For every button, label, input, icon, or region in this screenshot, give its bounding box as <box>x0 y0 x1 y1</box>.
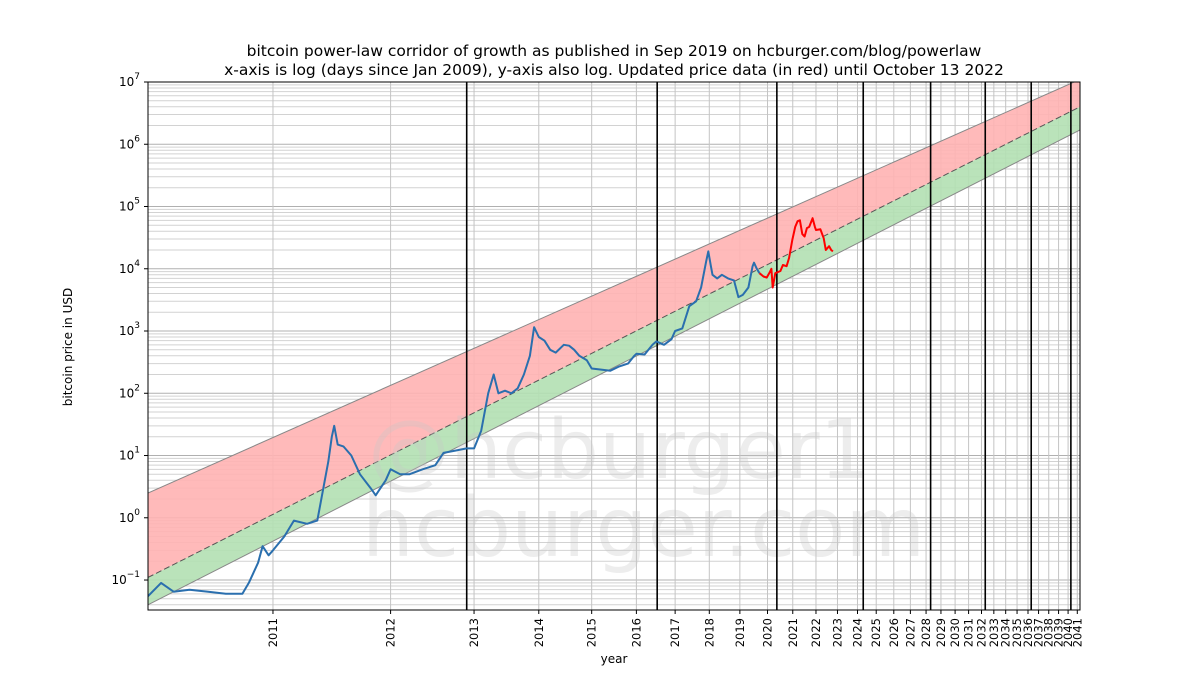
x-tick-label: 2039 <box>1052 618 1066 647</box>
x-tick-label: 2018 <box>702 618 716 647</box>
x-tick-label: 2017 <box>668 618 682 647</box>
y-tick-label: 101 <box>119 446 140 463</box>
corridor-bands <box>148 82 1080 606</box>
x-tick-label: 2011 <box>266 618 280 647</box>
x-tick-label: 2013 <box>467 618 481 647</box>
x-tick-label: 2015 <box>585 618 599 647</box>
y-tick-label: 103 <box>119 321 140 338</box>
x-tick-label: 2027 <box>903 618 917 647</box>
plot-frame <box>147 81 1081 611</box>
x-tick-label: 2034 <box>999 618 1013 647</box>
x-tick-label: 2021 <box>786 618 800 647</box>
x-tick-label: 2040 <box>1061 618 1075 647</box>
y-tick-label: 10−1 <box>111 570 140 587</box>
x-tick-label: 2016 <box>629 618 643 647</box>
watermark-line-2: hcburger.com <box>362 481 925 576</box>
x-tick-label: 2033 <box>987 618 1001 647</box>
x-tick-label: 2012 <box>384 618 398 647</box>
lower-corridor-band <box>148 106 1080 605</box>
upper-corridor-line <box>148 82 1076 494</box>
price-series <box>148 217 834 597</box>
x-axis-label: year <box>600 652 628 666</box>
x-tick-label: 2036 <box>1021 618 1035 647</box>
x-tick-label: 2022 <box>809 618 823 647</box>
x-tick-label: 2025 <box>869 618 883 647</box>
x-tick-label: 2014 <box>532 618 546 647</box>
x-tick-label: 2023 <box>830 618 844 647</box>
x-tick-label: 2031 <box>962 618 976 647</box>
lower-corridor-line <box>148 129 1080 606</box>
x-tick-label: 2028 <box>919 618 933 647</box>
y-tick-label: 106 <box>119 134 140 151</box>
chart-subtitle: x-axis is log (days since Jan 2009), y-a… <box>224 61 1004 79</box>
x-tick-label: 2032 <box>974 618 988 647</box>
x-tick-label: 2041 <box>1070 618 1084 647</box>
x-tick-label: 2020 <box>761 618 775 647</box>
x-tick-label: 2037 <box>1032 618 1046 647</box>
chart-title: bitcoin power-law corridor of growth as … <box>246 42 982 60</box>
watermark: @hcburger1 hcburger.com <box>362 403 925 576</box>
price-line <box>758 217 834 289</box>
y-axis-label: bitcoin price in USD <box>61 287 75 407</box>
x-tick-label: 2038 <box>1042 618 1056 647</box>
y-tick-label: 102 <box>119 383 140 400</box>
upper-corridor-band <box>148 82 1080 578</box>
x-tick-label: 2024 <box>850 618 864 647</box>
center-corridor-line <box>148 106 1080 578</box>
y-tick-label: 104 <box>119 259 140 276</box>
y-tick-label: 105 <box>119 197 140 214</box>
x-tick-label: 2026 <box>887 618 901 647</box>
x-tick-label: 2030 <box>948 618 962 647</box>
y-tick-label: 100 <box>119 508 140 525</box>
vertical-markers <box>465 82 1072 610</box>
x-tick-label: 2029 <box>934 618 948 647</box>
y-axis-ticks: 10−1 100 101 102 103 104 105 106 107 <box>111 72 148 587</box>
x-axis-ticks: 2011 2012 2013 2014 2015 2016 2017 2018 2019 2020… <box>266 610 1084 647</box>
price-line <box>148 250 761 597</box>
x-tick-label: 2035 <box>1010 618 1024 647</box>
x-tick-label: 2019 <box>733 618 747 647</box>
y-tick-label: 107 <box>119 72 140 89</box>
